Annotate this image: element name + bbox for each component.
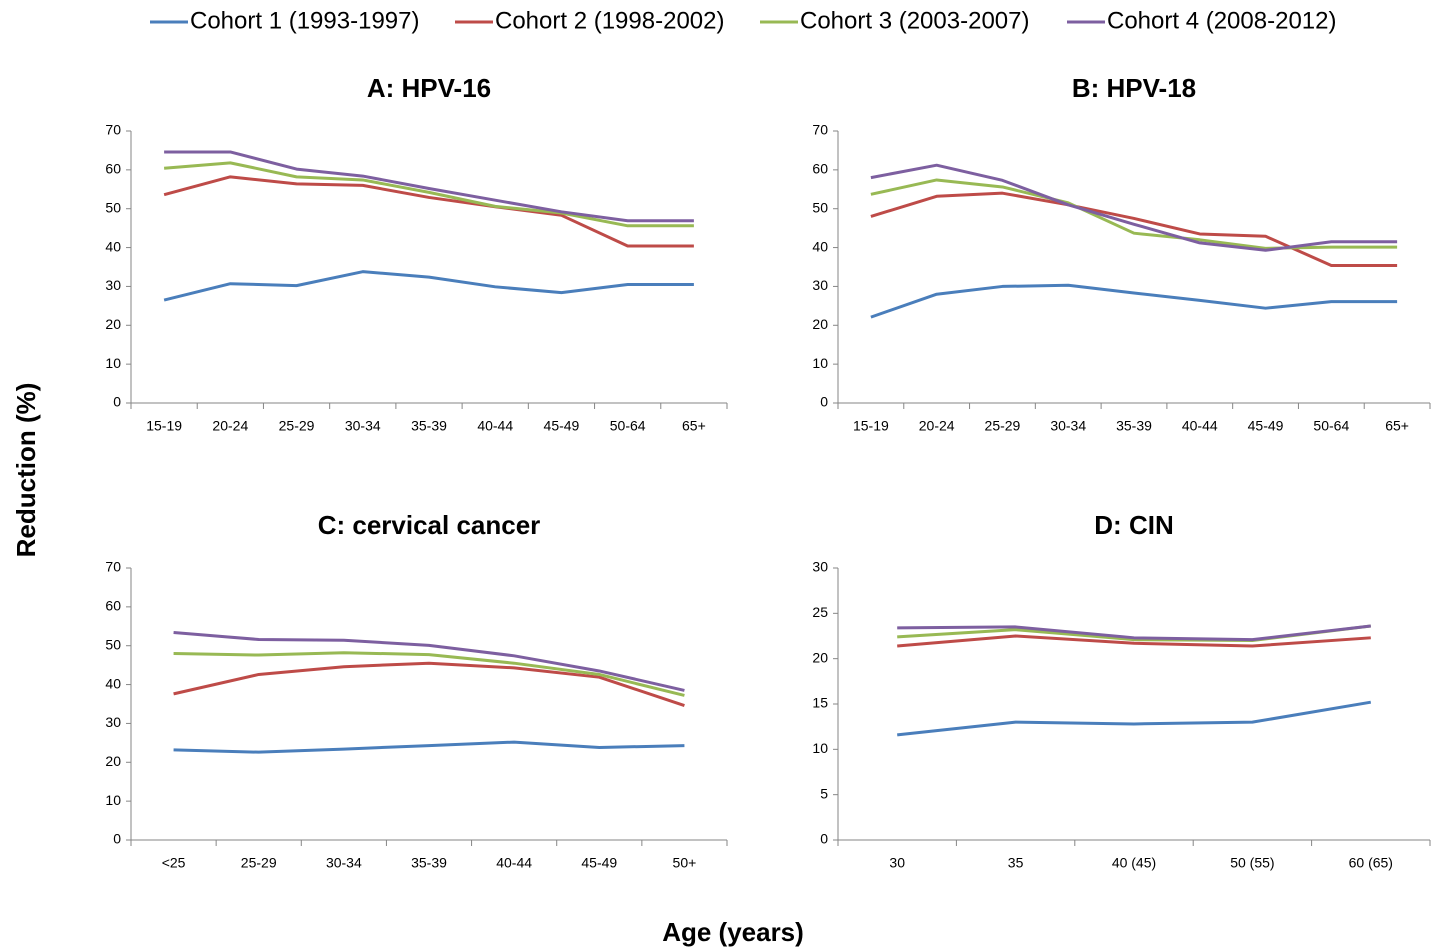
y-tick-label: 70 [105,122,121,138]
x-tick-label: 30-34 [1050,418,1086,434]
y-tick-label: 40 [105,675,121,691]
x-tick-label: 65+ [1385,418,1409,434]
x-tick-label: 20-24 [212,418,248,434]
y-axis-label: Reduction (%) [11,383,41,558]
series-line [173,651,685,697]
x-tick-label: 30-34 [345,418,381,434]
x-tick-label: 15-19 [853,418,889,434]
y-tick-label: 20 [105,316,121,332]
x-tick-label: 25-29 [279,418,315,434]
y-tick-label: 20 [812,316,828,332]
x-tick-label: 20-24 [919,418,955,434]
y-tick-label: 20 [812,649,828,665]
y-tick-label: 50 [105,199,121,215]
x-tick-label: 35-39 [411,418,447,434]
y-tick-label: 60 [105,598,121,614]
x-axis-label: Age (years) [662,917,804,947]
series-line [870,283,1398,319]
y-tick-label: 60 [105,161,121,177]
y-tick-label: 10 [105,355,121,371]
x-tick-label: 45-49 [581,855,617,871]
y-tick-label: 40 [105,238,121,254]
series-line [163,175,694,248]
x-tick-label: 50-64 [1313,418,1349,434]
x-tick-label: 25-29 [241,855,277,871]
y-tick-label: 70 [812,122,828,138]
y-tick-label: 40 [812,238,828,254]
y-tick-label: 60 [812,161,828,177]
series-line [897,700,1372,737]
x-tick-label: 30-34 [326,855,362,871]
y-tick-label: 0 [113,831,121,847]
chart-title: A: HPV-16 [367,73,491,103]
legend-label: Cohort 2 (1998-2002) [495,7,724,34]
y-tick-label: 20 [105,753,121,769]
chart-title: B: HPV-18 [1072,73,1196,103]
x-tick-label: 40-44 [1182,418,1218,434]
x-tick-label: 50+ [673,855,697,871]
y-tick-label: 0 [820,831,828,847]
series-line [897,634,1371,648]
y-tick-label: 30 [812,277,828,293]
x-tick-label: 50 (55) [1230,855,1274,871]
chart-title: C: cervical cancer [318,510,541,540]
x-tick-label: 40-44 [496,855,532,871]
series-line [163,270,694,302]
series-line [870,191,1398,267]
y-tick-label: 10 [105,792,121,808]
y-tick-label: 25 [812,604,828,620]
y-tick-label: 30 [105,714,121,730]
y-tick-label: 10 [812,740,828,756]
x-tick-label: 15-19 [146,418,182,434]
series-line [173,661,685,707]
series-line [163,161,694,228]
x-tick-label: 50-64 [610,418,646,434]
y-tick-label: 30 [812,559,828,575]
x-tick-label: <25 [162,855,186,871]
x-tick-label: 40-44 [477,418,513,434]
y-tick-label: 10 [812,355,828,371]
series-line [173,631,685,692]
chart-title: D: CIN [1094,510,1173,540]
legend-label: Cohort 3 (2003-2007) [800,7,1029,34]
y-tick-label: 50 [105,636,121,652]
series-line [870,163,1398,252]
y-tick-label: 0 [820,394,828,410]
y-tick-label: 70 [105,559,121,575]
y-tick-label: 30 [105,277,121,293]
x-tick-label: 60 (65) [1349,855,1393,871]
x-tick-label: 45-49 [544,418,580,434]
x-tick-label: 40 (45) [1112,855,1156,871]
x-tick-label: 35-39 [411,855,447,871]
y-tick-label: 50 [812,199,828,215]
x-tick-label: 30 [889,855,905,871]
y-tick-label: 5 [820,785,828,801]
series-line [173,740,685,754]
series-line [164,150,694,223]
legend-label: Cohort 4 (2008-2012) [1107,7,1336,34]
x-tick-label: 25-29 [985,418,1021,434]
series-line [897,624,1371,642]
x-tick-label: 65+ [682,418,706,434]
legend-label: Cohort 1 (1993-1997) [190,7,419,34]
x-tick-label: 35-39 [1116,418,1152,434]
x-tick-label: 35 [1008,855,1024,871]
y-tick-label: 0 [113,394,121,410]
x-tick-label: 45-49 [1248,418,1284,434]
series-line [870,178,1398,250]
y-tick-label: 15 [812,695,828,711]
